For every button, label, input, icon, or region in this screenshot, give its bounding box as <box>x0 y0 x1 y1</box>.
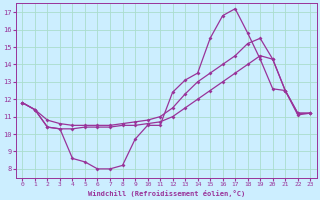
X-axis label: Windchill (Refroidissement éolien,°C): Windchill (Refroidissement éolien,°C) <box>88 190 245 197</box>
